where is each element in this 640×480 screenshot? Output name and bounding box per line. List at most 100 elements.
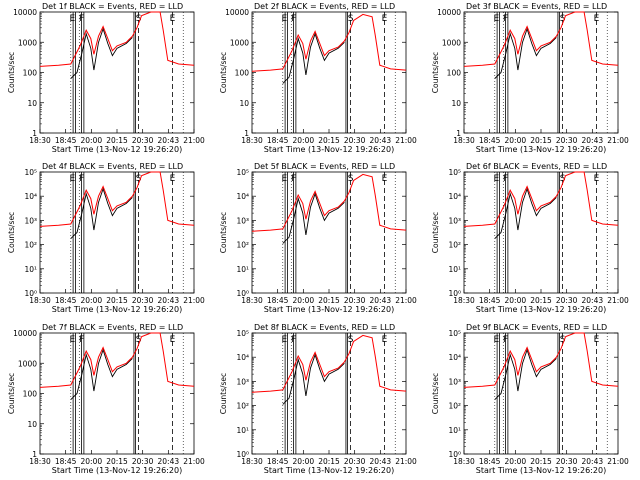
x-tick-label: 20:00 <box>81 296 103 305</box>
lld-curve <box>463 11 619 67</box>
x-tick-label: 20:43 <box>582 136 604 145</box>
y-tick-label: 10000 <box>437 8 461 17</box>
panel-title: Det 8f BLACK = Events, RED = LLD <box>254 323 395 332</box>
events-curve <box>282 192 345 244</box>
y-tick-label: 10³ <box>448 377 461 386</box>
marker-letter: S <box>136 335 142 345</box>
y-tick-label: 10⁵ <box>236 329 249 338</box>
y-axis-label: Counts/sec <box>7 52 16 93</box>
y-tick-label: 10⁴ <box>236 192 249 201</box>
y-tick-label: 10⁴ <box>448 353 461 362</box>
x-tick-label: 18:45 <box>479 296 501 305</box>
y-tick-label: 1000 <box>442 38 461 47</box>
marker-letter: F <box>291 14 296 24</box>
y-tick-label: 10000 <box>225 8 249 17</box>
panel-title: Det 7f BLACK = Events, RED = LLD <box>42 323 183 332</box>
events-curve <box>70 187 133 239</box>
detector-panel-7: Det 7f BLACK = Events, RED = LLD 1 10 100 10… <box>7 323 205 475</box>
x-tick-label: 18:45 <box>479 136 501 145</box>
y-tick-label: 10000 <box>13 8 37 17</box>
y-tick-label: 10 <box>239 99 249 108</box>
marker-letter: E <box>170 14 176 24</box>
y-tick-label: 10⁴ <box>24 192 37 201</box>
y-tick-label: 10⁴ <box>236 353 249 362</box>
y-tick-label: 1 <box>32 450 37 459</box>
marker-letter: E <box>170 174 176 184</box>
x-tick-label: 18:45 <box>267 457 289 466</box>
lld-curve <box>39 171 195 227</box>
detector-panel-3: Det 3f BLACK = Events, RED = LLD 1 10 100 10… <box>431 2 629 154</box>
x-tick-label: 20:43 <box>158 136 180 145</box>
x-tick-label: 20:30 <box>344 136 366 145</box>
y-tick-label: 10000 <box>13 329 37 338</box>
y-axis-label: Counts/sec <box>431 52 440 93</box>
y-tick-label: 10² <box>448 402 461 411</box>
events-curve <box>70 27 133 79</box>
panel-title: Det 9f BLACK = Events, RED = LLD <box>466 323 607 332</box>
marker-letter: E <box>281 335 287 345</box>
y-tick-label: 10¹ <box>236 265 249 274</box>
x-axis-label: Start Time (13-Nov-12 19:26:20) <box>52 305 182 314</box>
x-axis-label: Start Time (13-Nov-12 19:26:20) <box>52 466 182 475</box>
detector-panel-5: Det 5f BLACK = Events, RED = LLD 10⁰ 10¹ 10… <box>219 162 417 314</box>
plot-frame <box>463 332 619 455</box>
panel-title: Det 3f BLACK = Events, RED = LLD <box>466 2 607 11</box>
plot-frame <box>39 11 195 134</box>
marker-letter: E <box>382 335 388 345</box>
x-tick-label: 20:43 <box>582 296 604 305</box>
lld-curve <box>39 332 195 388</box>
y-tick-label: 100 <box>235 69 250 78</box>
marker-letter: S <box>136 14 142 24</box>
y-tick-label: 10³ <box>24 216 37 225</box>
x-tick-label: 20:30 <box>344 457 366 466</box>
y-axis-label: Counts/sec <box>219 52 228 93</box>
plot-frame <box>251 11 407 134</box>
y-tick-label: 10⁵ <box>448 329 461 338</box>
events-curve <box>494 187 557 239</box>
marker-letter: E <box>382 14 388 24</box>
x-tick-label: 18:30 <box>453 457 475 466</box>
x-tick-label: 20:00 <box>81 457 103 466</box>
marker-letter: E <box>594 335 600 345</box>
y-tick-label: 10¹ <box>448 426 461 435</box>
events-curve <box>70 348 133 400</box>
marker-letter: E <box>69 174 75 184</box>
x-axis-label: Start Time (13-Nov-12 19:26:20) <box>264 305 394 314</box>
x-tick-label: 18:45 <box>55 136 77 145</box>
x-tick-label: 21:00 <box>607 136 629 145</box>
marker-letter: E <box>594 14 600 24</box>
x-tick-label: 20:30 <box>132 457 154 466</box>
events-curve <box>494 27 557 79</box>
x-tick-label: 18:30 <box>241 457 263 466</box>
marker-letter: F <box>503 335 508 345</box>
marker-letter: S <box>560 14 566 24</box>
y-tick-label: 10⁵ <box>24 168 37 177</box>
detector-panel-1: Det 1f BLACK = Events, RED = LLD 1 10 100 10… <box>7 2 205 154</box>
x-tick-label: 18:45 <box>55 457 77 466</box>
y-axis-label: Counts/sec <box>431 373 440 414</box>
y-axis-label: Counts/sec <box>7 373 16 414</box>
x-tick-label: 18:45 <box>55 296 77 305</box>
x-tick-label: 20:43 <box>158 296 180 305</box>
lld-curve <box>251 334 407 393</box>
x-tick-label: 20:00 <box>505 136 527 145</box>
marker-letter: F <box>79 14 84 24</box>
y-tick-label: 10⁰ <box>448 289 461 298</box>
y-tick-label: 10¹ <box>24 265 37 274</box>
marker-letter: S <box>348 14 354 24</box>
x-axis-label: Start Time (13-Nov-12 19:26:20) <box>264 145 394 154</box>
x-tick-label: 18:30 <box>29 457 51 466</box>
plot-frame <box>39 332 195 455</box>
detector-panel-8: Det 8f BLACK = Events, RED = LLD 10⁰ 10¹ 10… <box>219 323 417 475</box>
marker-letter: E <box>69 335 75 345</box>
y-axis-label: Counts/sec <box>219 212 228 253</box>
x-tick-label: 20:15 <box>106 296 128 305</box>
x-tick-label: 20:43 <box>158 457 180 466</box>
y-tick-label: 10⁵ <box>448 168 461 177</box>
y-tick-label: 10² <box>24 241 37 250</box>
x-tick-label: 18:30 <box>241 296 263 305</box>
marker-letter: E <box>493 14 499 24</box>
x-tick-label: 20:30 <box>132 296 154 305</box>
panel-title: Det 5f BLACK = Events, RED = LLD <box>254 162 395 171</box>
x-tick-label: 21:00 <box>183 296 205 305</box>
